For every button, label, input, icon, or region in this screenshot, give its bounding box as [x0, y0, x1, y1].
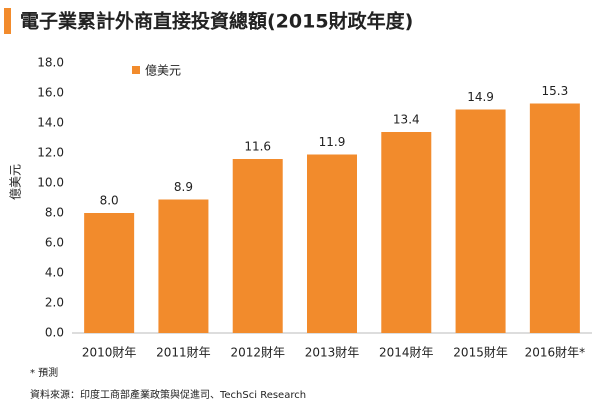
bar — [307, 154, 357, 333]
y-axis-title: 億美元 — [9, 164, 23, 200]
y-tick-label: 4.0 — [45, 266, 64, 280]
x-tick-label: 2013財年 — [305, 345, 360, 360]
legend-swatch — [132, 66, 140, 74]
value-label: 13.4 — [393, 113, 420, 127]
y-tick-label: 8.0 — [45, 206, 64, 220]
chart-title: 電子業累計外商直接投資總額(2015財政年度) — [20, 10, 413, 33]
x-tick-label: 2016財年* — [525, 345, 586, 360]
y-tick-label: 0.0 — [45, 326, 64, 340]
y-tick-label: 2.0 — [45, 296, 64, 310]
x-tick-label: 2014財年 — [379, 345, 434, 360]
x-tick-label: 2015財年 — [453, 345, 508, 360]
y-tick-label: 18.0 — [37, 56, 64, 70]
bar — [84, 213, 135, 333]
bar — [529, 103, 580, 333]
value-label: 15.3 — [541, 84, 568, 98]
bar — [455, 109, 506, 333]
value-label: 8.9 — [174, 180, 193, 194]
x-tick-label: 2010財年 — [82, 345, 137, 360]
value-label: 8.0 — [100, 194, 119, 208]
source-note: 資料來源：印度工商部產業政策與促進司、TechSci Research — [30, 388, 306, 401]
bar — [381, 132, 432, 333]
bar — [158, 199, 209, 333]
y-tick-label: 6.0 — [45, 236, 64, 250]
value-label: 14.9 — [467, 90, 494, 104]
footnote: * 預測 — [30, 366, 58, 379]
y-tick-label: 12.0 — [37, 146, 64, 160]
y-tick-label: 16.0 — [37, 86, 64, 100]
bar — [232, 159, 283, 333]
value-label: 11.9 — [319, 135, 346, 149]
x-tick-label: 2012財年 — [230, 345, 285, 360]
title-accent — [4, 8, 11, 34]
legend-label: 億美元 — [145, 64, 181, 78]
value-label: 11.6 — [244, 140, 271, 154]
y-tick-label: 10.0 — [37, 176, 64, 190]
y-tick-label: 14.0 — [37, 116, 64, 130]
x-tick-label: 2011財年 — [156, 345, 211, 360]
